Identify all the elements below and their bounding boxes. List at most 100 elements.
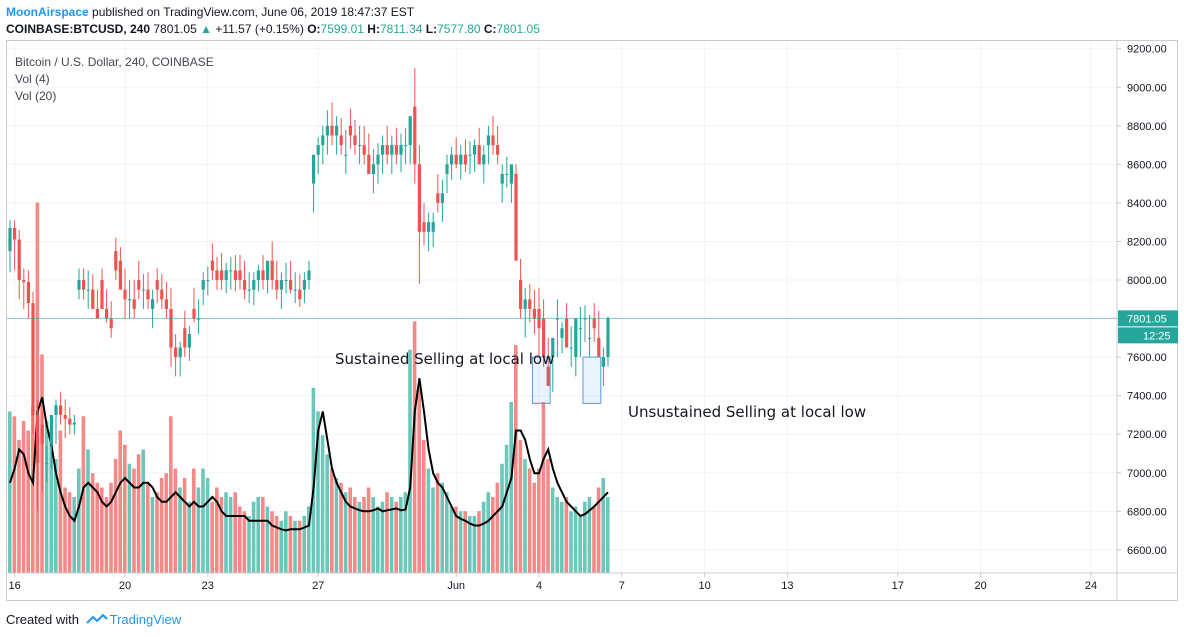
candle-body: [353, 135, 357, 146]
volume-bar: [297, 520, 302, 573]
price-axis-label: 9200.00: [1127, 44, 1167, 56]
volume-bar: [537, 468, 541, 573]
publish-info: published on TradingView.com, June 06, 2…: [92, 5, 415, 19]
volume-bar: [353, 497, 357, 573]
candle-body: [63, 414, 67, 419]
candle-body: [210, 260, 214, 271]
candle-body: [578, 328, 582, 330]
candle-body: [151, 299, 155, 309]
candle-body: [284, 280, 288, 282]
last-price-label: 7801.05: [1127, 313, 1167, 325]
volume-bar: [592, 506, 596, 573]
volume-bar: [514, 345, 518, 573]
candle-body: [174, 347, 178, 358]
change-value: +11.57 (+0.15%): [215, 22, 304, 36]
time-axis-label: 16: [8, 580, 20, 592]
volume-bar: [210, 501, 214, 573]
volume-bar: [500, 463, 504, 573]
chart-legend: Bitcoin / U.S. Dollar, 240, COINBASE Vol…: [15, 54, 214, 105]
candle-body: [118, 260, 122, 290]
volume-bar: [606, 497, 610, 573]
close-value: 7801.05: [496, 22, 540, 36]
high-label: H:: [367, 22, 380, 36]
volume-bar: [431, 487, 435, 573]
candle-body: [344, 154, 348, 156]
volume-bar: [426, 468, 431, 573]
candle-body: [238, 270, 242, 281]
candle-body: [141, 289, 145, 291]
volume-bar: [17, 440, 21, 573]
candle-body: [330, 125, 334, 136]
volume-bar: [104, 497, 109, 573]
price-axis-label: 7200.00: [1127, 429, 1167, 441]
time-axis-label: 10: [698, 580, 710, 592]
time-axis-label: Jun: [447, 580, 465, 592]
volume-bar: [58, 430, 63, 573]
candle-body: [519, 280, 523, 309]
countdown-badge: [1118, 327, 1178, 344]
candle-body: [192, 308, 196, 319]
volume-bar: [555, 497, 559, 573]
volume-bar: [205, 478, 210, 573]
volume-bar: [468, 516, 472, 573]
candle-body: [307, 270, 311, 281]
candle-body: [473, 145, 477, 155]
candle-body: [371, 164, 375, 174]
volume-bar: [12, 416, 17, 573]
volume-bar: [90, 473, 95, 573]
volume-bar: [44, 421, 49, 573]
volume-bar: [242, 511, 247, 573]
volume-bar: [256, 497, 260, 573]
candle-body: [123, 289, 127, 300]
volume-bar: [348, 487, 352, 573]
candle-body: [440, 193, 444, 203]
volume-bar: [417, 387, 421, 573]
volume-bar: [385, 492, 389, 573]
candle-body: [95, 308, 99, 319]
time-axis-label: 7: [619, 580, 625, 592]
volume-bar: [127, 463, 132, 573]
volume-bar: [233, 492, 237, 573]
volume-bar: [238, 506, 242, 573]
volume-bar: [307, 506, 311, 573]
candle-body: [367, 154, 371, 174]
volume-bar: [509, 402, 513, 573]
volume-bar: [527, 468, 532, 573]
candle-body: [399, 145, 403, 155]
volume-bar: [366, 487, 371, 573]
author-link[interactable]: MoonAirspace: [6, 5, 89, 19]
candle-body: [86, 289, 90, 291]
volume-bar: [182, 478, 187, 573]
price-axis-label: 7000.00: [1127, 468, 1167, 480]
candle-body: [505, 174, 509, 175]
volume-bar: [491, 497, 495, 573]
volume-bar: [389, 497, 394, 573]
tradingview-brand-link[interactable]: TradingView: [109, 612, 182, 627]
candle-body: [160, 289, 164, 300]
candle-body: [247, 289, 251, 291]
candle-body: [542, 318, 546, 358]
candle-body: [427, 222, 431, 232]
candle-body: [45, 463, 49, 465]
candle-body: [436, 193, 440, 203]
candle-body: [316, 145, 320, 155]
candle-body: [17, 239, 21, 281]
candle-body: [381, 145, 385, 155]
candle-body: [597, 337, 601, 358]
price-axis-label: 6600.00: [1127, 545, 1167, 557]
volume-bar: [192, 468, 196, 573]
volume-bar: [458, 511, 463, 573]
volume-bar: [77, 468, 81, 573]
candle-body: [592, 318, 596, 329]
candle-body: [178, 347, 182, 358]
candle-body: [477, 145, 481, 165]
volume-bar: [164, 473, 168, 573]
annotation-box: [582, 356, 602, 404]
candle-body: [146, 289, 150, 300]
volume-bar: [601, 478, 605, 573]
price-axis-label: 7600.00: [1127, 352, 1167, 364]
candle-body: [26, 281, 30, 304]
candle-body: [528, 299, 532, 309]
candle-body: [454, 154, 458, 165]
